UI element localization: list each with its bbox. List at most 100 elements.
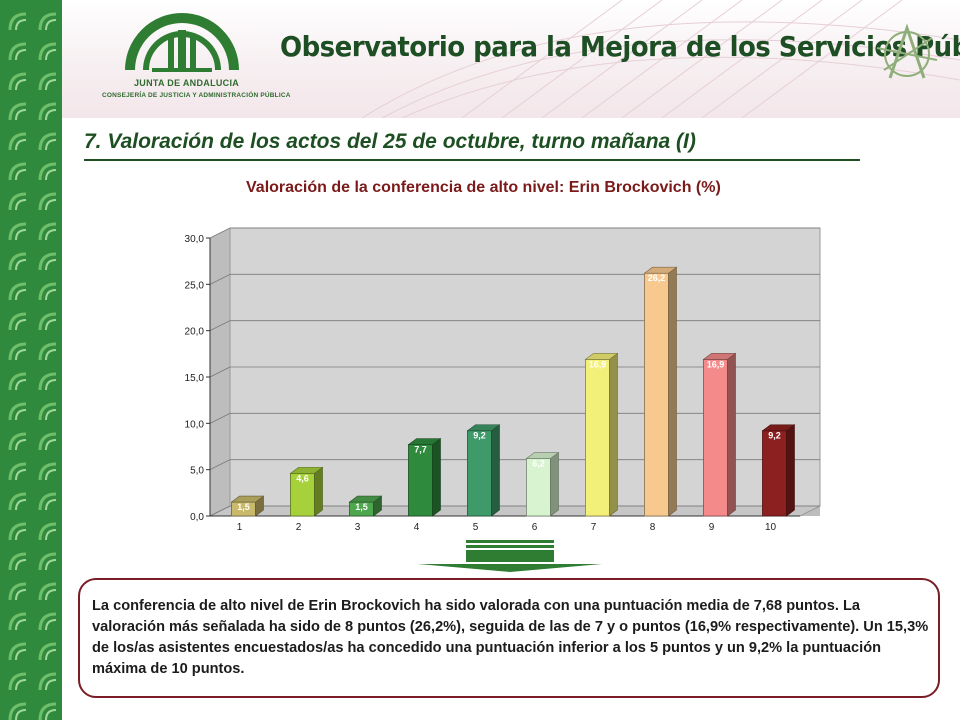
bar-side xyxy=(491,424,500,517)
stripe-swirl xyxy=(15,619,27,631)
stripe-swirl xyxy=(45,589,57,601)
stripe-swirl xyxy=(38,42,57,61)
bar-top xyxy=(289,467,324,474)
stripe-swirl xyxy=(8,12,27,31)
org-name-line1: JUNTA DE ANDALUCIA xyxy=(134,78,240,88)
stripe-swirl xyxy=(38,222,57,241)
stripe-swirl xyxy=(45,349,57,361)
stripe-swirl xyxy=(45,139,57,151)
stripe-swirl xyxy=(8,702,27,720)
bar-data-label: 7,7 xyxy=(414,445,427,455)
stripe-pattern-icon xyxy=(8,12,57,720)
bar-top xyxy=(761,424,796,432)
bar: 9,2 xyxy=(761,424,796,517)
grid-line xyxy=(209,273,231,285)
stripe-swirl xyxy=(38,252,57,271)
stripe-swirl xyxy=(15,109,27,121)
observatory-compass-icon xyxy=(876,23,938,79)
chart-title: Valoración de la conferencia de alto niv… xyxy=(246,179,721,196)
x-tick-label: 3 xyxy=(355,522,361,533)
bar-front xyxy=(703,358,728,517)
bar-side xyxy=(609,352,618,517)
stripe-swirl xyxy=(15,679,27,691)
stripe-swirl xyxy=(38,462,57,481)
stripe-swirl xyxy=(45,319,57,331)
bar: 7,7 xyxy=(407,438,442,517)
bar-side xyxy=(314,466,323,517)
stripe-swirl xyxy=(38,162,57,181)
stripe-swirl xyxy=(8,492,27,511)
bar: 1,5 xyxy=(348,495,383,517)
junta-andalucia-emblem-icon xyxy=(125,13,239,72)
bar-front xyxy=(585,358,610,517)
down-arrow-icon xyxy=(418,540,602,572)
bar-data-label: 4,6 xyxy=(296,473,309,483)
stripe-swirl xyxy=(8,42,27,61)
y-tick-label: 10,0 xyxy=(185,419,205,430)
stripe-swirl xyxy=(8,222,27,241)
section-title: 7. Valoración de los actos del 25 de oct… xyxy=(84,130,696,153)
bar-front xyxy=(467,430,492,517)
stripe-swirl xyxy=(15,319,27,331)
header-banner: JUNTA DE ANDALUCIA CONSEJERÍA DE JUSTICI… xyxy=(62,0,960,118)
bar-front xyxy=(408,444,433,517)
stripe-swirl xyxy=(38,402,57,421)
stripe-swirl xyxy=(15,169,27,181)
stripe-swirl xyxy=(15,19,27,31)
stripe-swirl xyxy=(45,169,57,181)
stripe-swirl xyxy=(8,72,27,91)
stripe-swirl xyxy=(8,372,27,391)
stripe-swirl xyxy=(15,709,27,720)
stripe-swirl xyxy=(15,409,27,421)
stripe-swirl xyxy=(15,499,27,511)
stripe-swirl xyxy=(8,402,27,421)
org-name-line2: CONSEJERÍA DE JUSTICIA Y ADMINISTRACIÓN … xyxy=(102,92,291,99)
stripe-swirl xyxy=(8,282,27,301)
stripe-swirl xyxy=(15,289,27,301)
stripe-swirl xyxy=(15,259,27,271)
stripe-swirl xyxy=(45,199,57,211)
stripe-swirl xyxy=(15,649,27,661)
y-tick-label: 20,0 xyxy=(185,327,205,338)
x-tick-label: 8 xyxy=(650,522,656,533)
stripe-swirl xyxy=(45,49,57,61)
stripe-swirl xyxy=(45,109,57,121)
stripe-swirl xyxy=(15,559,27,571)
stripe-swirl xyxy=(8,612,27,631)
stripe-swirl xyxy=(45,79,57,91)
stripe-swirl xyxy=(45,559,57,571)
y-tick-label: 0,0 xyxy=(190,512,204,523)
y-tick-label: 5,0 xyxy=(190,466,204,477)
bar-data-label: 1,5 xyxy=(237,502,250,512)
left-decorative-stripe xyxy=(0,0,62,720)
bar-side xyxy=(668,266,677,517)
stripe-swirl xyxy=(8,672,27,691)
stripe-swirl xyxy=(8,162,27,181)
bar-front xyxy=(762,430,787,517)
stripe-swirl xyxy=(38,522,57,541)
bar-side xyxy=(550,451,559,517)
bar-front xyxy=(290,472,315,517)
stripe-swirl xyxy=(38,72,57,91)
stripe-swirl xyxy=(38,612,57,631)
bar: 6,2 xyxy=(525,451,560,517)
stripe-swirl xyxy=(15,139,27,151)
bar-top xyxy=(230,495,265,503)
bar-top xyxy=(702,353,737,360)
stripe-swirl xyxy=(38,552,57,571)
page-header-title: Observatorio para la Mejora de los Servi… xyxy=(280,30,960,63)
grid-line xyxy=(209,227,231,239)
x-tick-label: 1 xyxy=(237,522,243,533)
stripe-swirl xyxy=(8,432,27,451)
stripe-swirl xyxy=(15,349,27,361)
stripe-swirl xyxy=(15,379,27,391)
grid-line xyxy=(209,412,231,424)
bar-side xyxy=(432,438,441,517)
stripe-swirl xyxy=(8,552,27,571)
header-background-pattern xyxy=(361,0,960,118)
x-tick-label: 2 xyxy=(296,522,302,533)
bar-top xyxy=(348,495,383,503)
x-tick-label: 4 xyxy=(414,522,420,533)
stripe-swirl xyxy=(8,462,27,481)
stripe-swirl xyxy=(15,469,27,481)
